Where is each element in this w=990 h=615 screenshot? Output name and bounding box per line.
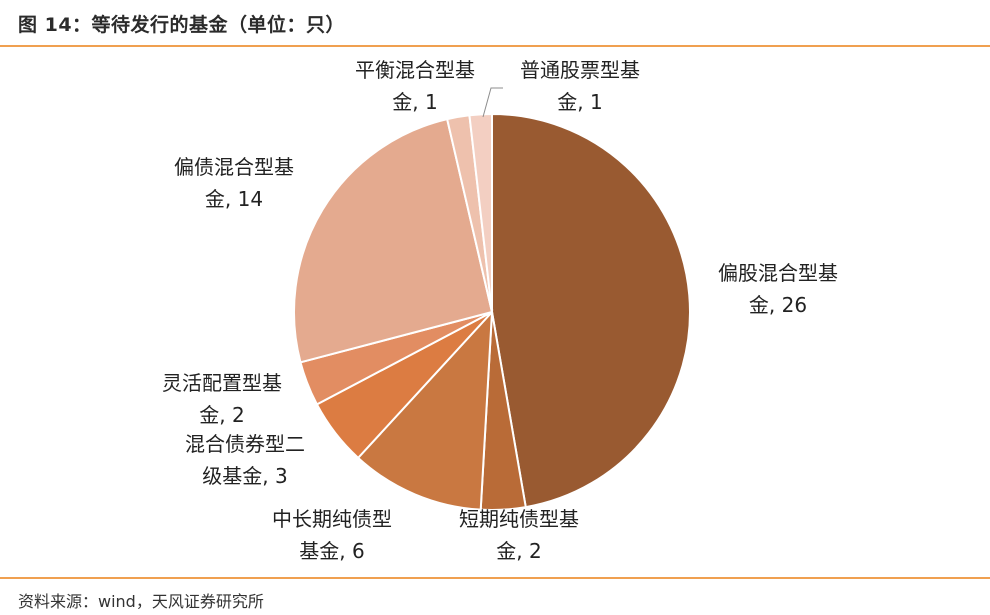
slice-label-5: 灵活配置型基金, 2: [162, 371, 282, 427]
slice-label-2: 短期纯债型基金, 2: [459, 507, 579, 563]
pie-slice-1: [491, 112, 691, 509]
pie-slice-6: [293, 117, 494, 364]
slice-label-6: 偏债混合型基金, 14: [174, 155, 294, 211]
figure-title: 图 14：等待发行的基金（单位：只）: [18, 14, 346, 36]
pie-slice-8: [468, 112, 493, 313]
leader-lines: [482, 87, 503, 118]
leader-line: [482, 87, 503, 118]
pie-slices: [293, 112, 691, 511]
slice-label-8: 普通股票型基金, 1: [520, 58, 640, 114]
slice-labels: 偏股混合型基金, 26 短期纯债型基金, 2 中长期纯债型基金, 6 混合债券型二级基…: [162, 58, 838, 563]
pie-slice-3: [356, 309, 494, 511]
slice-label-1: 偏股混合型基金, 26: [718, 261, 838, 317]
title-divider: [0, 45, 990, 47]
source-divider: [0, 577, 990, 579]
slice-label-4: 混合债券型二级基金, 3: [185, 432, 305, 488]
slice-label-7: 平衡混合型基金, 1: [355, 58, 475, 114]
source-note: 资料来源：wind，天风证券研究所: [18, 592, 264, 611]
slice-label-3: 中长期纯债型基金, 6: [272, 507, 392, 563]
